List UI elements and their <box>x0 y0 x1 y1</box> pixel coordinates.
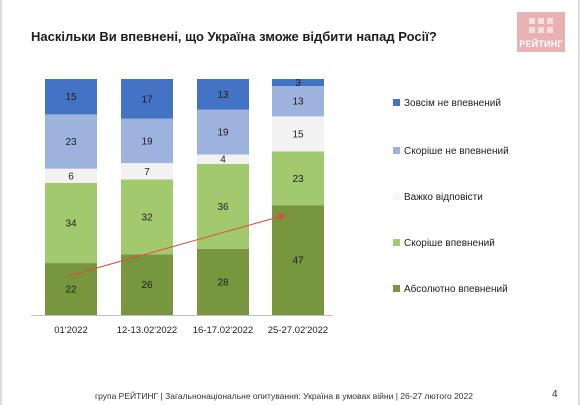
legend-swatch-icon <box>393 147 400 154</box>
logo-text: РЕЙТИНГ <box>519 39 563 49</box>
data-label-4-1: 47 <box>292 256 304 267</box>
bar-segment-2-1 <box>121 254 173 315</box>
data-label-1-1: 22 <box>65 285 77 296</box>
data-label-3-2: 36 <box>217 202 229 213</box>
x-tick-label-2: 12-13.02'2022 <box>117 325 177 336</box>
data-label-1-3: 6 <box>68 171 74 182</box>
bar-segment-3-3 <box>197 154 249 164</box>
data-label-2-3: 7 <box>144 167 150 178</box>
x-tick-label-3: 16-17.02'2022 <box>193 325 253 336</box>
legend-item-1: Зовсім не впевнений <box>393 98 501 109</box>
legend-label: Скоріше впевнений <box>404 238 495 249</box>
bar-segment-4-4 <box>272 86 324 117</box>
bar-segment-1-4 <box>45 114 97 169</box>
trend-arrow <box>67 213 286 277</box>
bar-segment-3-2 <box>197 163 249 249</box>
data-label-2-2: 32 <box>141 212 153 223</box>
legend-item-2: Скоріше не впевнений <box>393 146 509 157</box>
footer-source: група РЕЙТИНГ | Загальнонаціональне опит… <box>95 391 473 401</box>
bar-segment-2-3 <box>121 163 173 180</box>
legend-item-5: Абсолютно впевнений <box>393 284 508 295</box>
data-label-1-2: 34 <box>65 218 77 229</box>
bar-segment-4-5 <box>272 79 324 87</box>
data-label-4-4: 13 <box>292 97 304 108</box>
data-label-1-5: 15 <box>65 92 77 103</box>
data-labels-layer: 22 34 6 23 15 26 32 7 19 17 28 36 4 19 13 47 23 15 13 3 <box>65 78 304 296</box>
legend-label: Важко відповісти <box>404 192 483 203</box>
bar-segment-1-5 <box>45 79 97 115</box>
data-label-2-4: 19 <box>141 136 153 147</box>
legend-swatch-icon <box>393 239 400 246</box>
x-tick-labels: 01'2022 12-13.02'2022 16-17.02'2022 25-27.0… <box>54 325 328 336</box>
legend-label: Скоріше не впевнений <box>404 146 509 157</box>
legend-item-3: Важко відповісти <box>393 192 483 203</box>
chart-title: Наскільки Ви впевнені, що Україна зможе … <box>31 29 437 44</box>
bar-segment-4-1 <box>272 205 324 315</box>
legend-swatch-icon <box>393 99 400 106</box>
bars-layer <box>45 79 324 315</box>
data-label-1-4: 23 <box>65 137 77 148</box>
bar-segment-1-1 <box>45 263 97 315</box>
x-tick-label-4: 25-27.02'2022 <box>268 325 328 336</box>
data-label-4-2: 23 <box>292 174 304 185</box>
bar-segment-1-2 <box>45 182 97 264</box>
data-label-3-4: 19 <box>217 128 229 139</box>
data-label-3-5: 13 <box>217 90 229 101</box>
data-label-2-5: 17 <box>141 94 153 105</box>
bar-segment-2-2 <box>121 179 173 255</box>
bar-segment-2-5 <box>121 79 173 119</box>
bar-segment-3-5 <box>197 79 249 110</box>
data-label-4-5: 3 <box>295 78 301 89</box>
bar-segment-4-2 <box>272 151 324 206</box>
bar-segment-1-3 <box>45 168 97 183</box>
page-number: 4 <box>552 389 558 400</box>
bar-segment-3-1 <box>197 248 249 315</box>
data-label-2-1: 26 <box>141 280 153 291</box>
rating-logo: РЕЙТИНГ <box>517 12 565 52</box>
bar-segment-3-4 <box>197 109 249 155</box>
legend-swatch-icon <box>393 285 400 292</box>
legend-label: Зовсім не впевнений <box>404 98 501 109</box>
data-label-3-1: 28 <box>217 277 229 288</box>
legend-swatch-icon <box>393 193 400 200</box>
legend-item-4: Скоріше впевнений <box>393 238 495 249</box>
bar-segment-4-3 <box>272 116 324 152</box>
data-label-3-3: 4 <box>220 155 226 166</box>
bar-segment-2-4 <box>121 118 173 164</box>
x-tick-label-1: 01'2022 <box>54 325 88 336</box>
data-label-4-3: 15 <box>292 129 304 140</box>
legend-label: Абсолютно впевнений <box>404 284 508 295</box>
logo-grid-icon <box>529 18 553 38</box>
